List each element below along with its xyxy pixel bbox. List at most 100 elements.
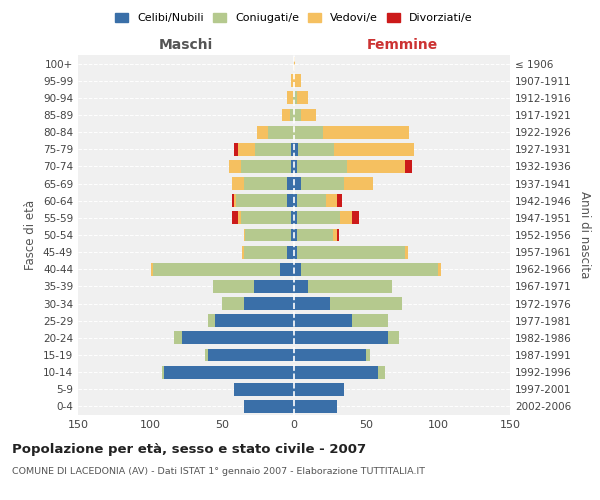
Bar	[175, 332, 182, 344]
Bar	[287, 92, 293, 104]
Bar	[287, 194, 294, 207]
Bar	[294, 57, 295, 70]
Bar	[291, 74, 294, 87]
Bar	[294, 280, 308, 293]
Bar	[290, 108, 294, 122]
Bar	[244, 297, 294, 310]
Bar	[333, 228, 337, 241]
Bar	[388, 332, 399, 344]
Bar	[215, 314, 294, 327]
Bar	[294, 177, 301, 190]
Bar	[254, 280, 294, 293]
Bar	[244, 246, 287, 258]
Bar	[405, 160, 412, 173]
Bar	[151, 263, 153, 276]
Bar	[334, 143, 413, 156]
Bar	[294, 263, 301, 276]
Bar	[208, 314, 215, 327]
Bar	[294, 297, 330, 310]
Bar	[337, 194, 341, 207]
Bar	[294, 194, 297, 207]
Bar	[301, 108, 316, 122]
Bar	[229, 160, 241, 173]
Bar	[294, 314, 352, 327]
Bar	[182, 332, 294, 344]
Bar	[287, 177, 294, 190]
Bar	[244, 228, 245, 241]
Legend: Celibi/Nubili, Coniugati/e, Vedovi/e, Divorziati/e: Celibi/Nubili, Coniugati/e, Vedovi/e, Di…	[111, 8, 477, 28]
Bar	[326, 194, 337, 207]
Bar	[323, 126, 409, 138]
Bar	[293, 92, 294, 104]
Bar	[294, 108, 301, 122]
Bar	[294, 228, 297, 241]
Bar	[161, 366, 164, 378]
Text: Popolazione per età, sesso e stato civile - 2007: Popolazione per età, sesso e stato civil…	[12, 442, 366, 456]
Bar	[347, 160, 405, 173]
Bar	[297, 246, 405, 258]
Bar	[405, 246, 408, 258]
Bar	[298, 143, 334, 156]
Bar	[294, 92, 297, 104]
Bar	[236, 194, 287, 207]
Bar	[340, 212, 352, 224]
Bar	[352, 314, 388, 327]
Bar	[232, 194, 233, 207]
Bar	[283, 108, 290, 122]
Bar	[238, 143, 255, 156]
Bar	[294, 332, 388, 344]
Bar	[301, 263, 438, 276]
Bar	[245, 228, 291, 241]
Bar	[294, 160, 297, 173]
Bar	[233, 383, 294, 396]
Bar	[244, 177, 287, 190]
Bar	[366, 348, 370, 362]
Bar	[294, 143, 298, 156]
Y-axis label: Fasce di età: Fasce di età	[25, 200, 37, 270]
Bar	[297, 160, 347, 173]
Bar	[153, 263, 280, 276]
Bar	[294, 400, 337, 413]
Bar	[232, 212, 238, 224]
Bar	[344, 177, 373, 190]
Text: Femmine: Femmine	[367, 38, 437, 52]
Bar	[291, 212, 294, 224]
Bar	[208, 348, 294, 362]
Bar	[330, 297, 402, 310]
Bar	[291, 143, 294, 156]
Bar	[233, 194, 236, 207]
Bar	[291, 228, 294, 241]
Bar	[280, 263, 294, 276]
Bar	[294, 366, 377, 378]
Bar	[297, 194, 326, 207]
Bar	[214, 280, 254, 293]
Bar	[244, 400, 294, 413]
Bar	[164, 366, 294, 378]
Text: COMUNE DI LACEDONIA (AV) - Dati ISTAT 1° gennaio 2007 - Elaborazione TUTTITALIA.: COMUNE DI LACEDONIA (AV) - Dati ISTAT 1°…	[12, 468, 425, 476]
Bar	[301, 177, 344, 190]
Bar	[238, 212, 241, 224]
Bar	[241, 212, 291, 224]
Bar	[294, 212, 297, 224]
Bar	[233, 143, 238, 156]
Bar	[291, 160, 294, 173]
Bar	[352, 212, 359, 224]
Bar	[205, 348, 208, 362]
Bar	[241, 160, 291, 173]
Bar	[294, 74, 301, 87]
Text: Maschi: Maschi	[159, 38, 213, 52]
Bar	[297, 228, 333, 241]
Y-axis label: Anni di nascita: Anni di nascita	[578, 192, 591, 278]
Bar	[377, 366, 385, 378]
Bar	[257, 126, 268, 138]
Bar	[242, 246, 244, 258]
Bar	[268, 126, 294, 138]
Bar	[337, 228, 338, 241]
Bar	[297, 92, 308, 104]
Bar	[438, 263, 441, 276]
Bar	[294, 383, 344, 396]
Bar	[294, 126, 323, 138]
Bar	[222, 297, 244, 310]
Bar	[294, 348, 366, 362]
Bar	[287, 246, 294, 258]
